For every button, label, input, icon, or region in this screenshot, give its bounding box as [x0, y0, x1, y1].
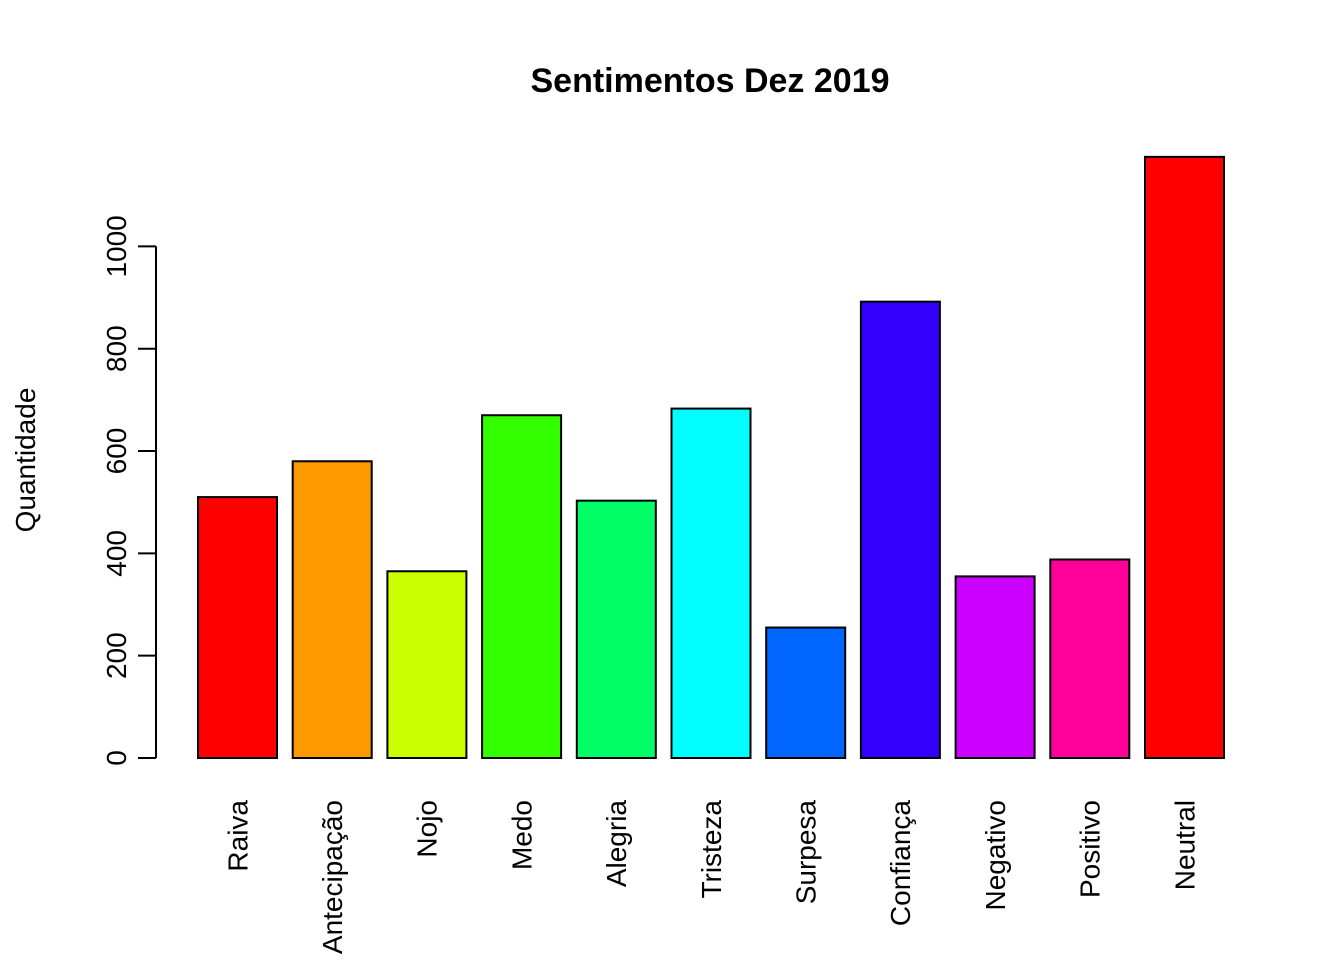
category-label: Confiança — [885, 800, 916, 927]
category-label: Nojo — [412, 800, 443, 858]
y-axis-label: Quantidade — [10, 388, 41, 533]
category-label: Tristeza — [696, 800, 727, 899]
bar-nojo — [386, 570, 468, 759]
category-label: Medo — [506, 800, 537, 870]
bars — [197, 155, 1225, 760]
category-label: Alegria — [601, 800, 632, 888]
bar-tristeza — [670, 407, 752, 759]
bar-confiança — [859, 300, 941, 759]
y-tick-label: 0 — [101, 750, 132, 766]
category-labels: Raiva Antecipação Nojo Medo Alegria Tristeza S… — [222, 800, 1200, 955]
chart-title: Sentimentos Dez 2019 — [530, 62, 889, 100]
bar-surpesa — [765, 626, 847, 759]
category-label: Surpesa — [791, 800, 822, 905]
y-tick-label: 800 — [101, 325, 132, 372]
y-tick-label: 200 — [101, 632, 132, 679]
bar-antecipação — [291, 460, 373, 759]
category-label: Raiva — [222, 800, 253, 872]
category-label: Positivo — [1075, 800, 1106, 898]
category-label: Antecipação — [317, 800, 348, 954]
category-label: Negativo — [980, 800, 1011, 911]
y-tick-label: 400 — [101, 530, 132, 577]
bar-positivo — [1049, 558, 1131, 759]
category-label: Neutral — [1169, 800, 1200, 890]
bar-medo — [481, 414, 563, 759]
bar-negativo — [954, 575, 1036, 760]
y-axis: 0 200 400 600 800 1000 — [101, 215, 157, 766]
y-tick-label: 1000 — [101, 215, 132, 277]
y-tick-label: 600 — [101, 428, 132, 475]
bar-alegria — [575, 499, 657, 759]
bar-neutral — [1144, 155, 1225, 759]
bar-raiva — [197, 496, 278, 759]
